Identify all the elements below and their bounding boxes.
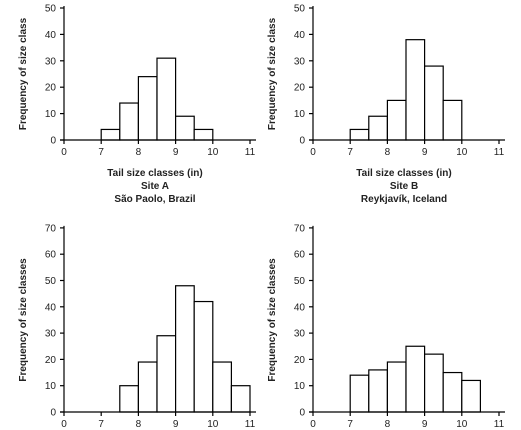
histogram-bar bbox=[461, 379, 481, 413]
y-tick-label: 50 bbox=[294, 276, 306, 287]
histogram-bar bbox=[212, 361, 233, 413]
x-tick-label: 9 bbox=[173, 419, 179, 430]
histogram-bar bbox=[405, 345, 426, 413]
x-tick-label: 8 bbox=[385, 419, 391, 430]
y-tick-label: 70 bbox=[45, 223, 57, 234]
histogram-bar bbox=[137, 361, 158, 413]
y-tick-label: 20 bbox=[45, 83, 57, 94]
y-tick-label: 60 bbox=[45, 250, 57, 261]
histogram-bar bbox=[349, 128, 370, 141]
y-tick-label: 40 bbox=[294, 30, 306, 41]
histogram-bar bbox=[175, 115, 195, 141]
histogram-bar bbox=[193, 300, 214, 413]
y-tick-label: 40 bbox=[45, 30, 57, 41]
y-tick-label: 0 bbox=[50, 408, 56, 419]
y-axis-label: Frequency of size class bbox=[267, 17, 278, 130]
y-tick-label: 10 bbox=[45, 109, 57, 120]
histogram-bar bbox=[368, 115, 388, 141]
y-tick-label: 0 bbox=[299, 408, 305, 419]
site-label: Site A bbox=[141, 181, 169, 192]
histogram-bar bbox=[424, 353, 444, 413]
y-tick-label: 40 bbox=[294, 302, 306, 313]
x-tick-label: 9 bbox=[173, 147, 179, 158]
y-tick-label: 20 bbox=[45, 355, 57, 366]
y-tick-label: 60 bbox=[294, 250, 306, 261]
x-tick-label: 0 bbox=[61, 419, 67, 430]
x-tick-label: 10 bbox=[456, 147, 468, 158]
x-tick-label: 10 bbox=[456, 419, 468, 430]
histogram-bar bbox=[442, 371, 463, 413]
histogram-bar bbox=[119, 385, 140, 413]
y-tick-label: 30 bbox=[294, 56, 306, 67]
y-tick-label: 30 bbox=[294, 329, 306, 340]
y-tick-label: 10 bbox=[294, 109, 306, 120]
y-tick-label: 40 bbox=[45, 302, 57, 313]
x-tick-label: 7 bbox=[98, 147, 104, 158]
y-tick-label: 30 bbox=[45, 56, 57, 67]
histogram-bar bbox=[100, 128, 121, 141]
location-label: Reykjavík, Iceland bbox=[361, 194, 447, 205]
x-tick-label: 10 bbox=[207, 419, 219, 430]
histogram-site-a: 0 10 20 30 40 50 0 7 8 9 10 11 Frequency of size cla… bbox=[18, 4, 256, 205]
location-label: São Paolo, Brazil bbox=[114, 194, 195, 205]
x-tick-label: 7 bbox=[98, 419, 104, 430]
x-tick-label: 7 bbox=[347, 419, 353, 430]
x-tick-label: 0 bbox=[310, 419, 316, 430]
y-tick-label: 0 bbox=[50, 136, 56, 147]
y-axis-label: Frequency of size classes bbox=[267, 258, 278, 382]
x-tick-label: 11 bbox=[494, 419, 505, 430]
histogram-bar bbox=[349, 374, 370, 413]
x-tick-label: 8 bbox=[385, 147, 391, 158]
y-tick-label: 20 bbox=[294, 83, 306, 94]
histogram-bar bbox=[405, 39, 426, 141]
histogram-bar bbox=[156, 57, 177, 141]
y-tick-label: 50 bbox=[45, 276, 57, 287]
histogram-panel-c: 0 10 20 30 40 50 60 70 0 7 8 9 10 11 Frequency of size… bbox=[18, 223, 256, 430]
histogram-bar bbox=[230, 385, 251, 413]
histogram-bar bbox=[156, 335, 177, 413]
y-tick-label: 20 bbox=[294, 355, 306, 366]
x-tick-label: 8 bbox=[136, 419, 142, 430]
x-tick-label: 11 bbox=[245, 147, 256, 158]
x-tick-label: 11 bbox=[494, 147, 505, 158]
x-axis-label: Tail size classes (in) bbox=[107, 168, 202, 179]
site-label: Site B bbox=[390, 181, 418, 192]
y-tick-label: 30 bbox=[45, 329, 57, 340]
histogram-bar bbox=[386, 99, 407, 141]
histogram-bar bbox=[368, 369, 388, 413]
y-tick-label: 70 bbox=[294, 223, 306, 234]
x-tick-label: 11 bbox=[245, 419, 256, 430]
x-tick-label: 0 bbox=[310, 147, 316, 158]
x-tick-label: 9 bbox=[422, 147, 428, 158]
y-tick-label: 50 bbox=[45, 4, 57, 15]
histogram-bar bbox=[386, 361, 407, 413]
y-axis-label: Frequency of size class bbox=[18, 17, 29, 130]
histogram-bar bbox=[424, 65, 444, 141]
x-tick-label: 0 bbox=[61, 147, 67, 158]
histogram-bar bbox=[137, 76, 158, 141]
histogram-site-b: 0 10 20 30 40 50 0 7 8 9 10 11 Frequency of size cla… bbox=[267, 4, 505, 205]
histogram-bar bbox=[442, 99, 463, 141]
histogram-panel-d: 0 10 20 30 40 50 60 70 0 7 8 9 10 11 Frequency of size… bbox=[267, 223, 505, 430]
histogram-bar bbox=[119, 102, 140, 141]
y-axis-label: Frequency of size classes bbox=[18, 258, 29, 382]
y-tick-label: 10 bbox=[45, 381, 57, 392]
x-tick-label: 8 bbox=[136, 147, 142, 158]
y-tick-label: 50 bbox=[294, 4, 306, 15]
y-tick-label: 10 bbox=[294, 381, 306, 392]
y-tick-label: 0 bbox=[299, 136, 305, 147]
x-axis-label: Tail size classes (in) bbox=[356, 168, 451, 179]
histogram-bar bbox=[175, 285, 195, 413]
x-tick-label: 10 bbox=[207, 147, 219, 158]
histogram-bar bbox=[193, 128, 214, 141]
x-tick-label: 9 bbox=[422, 419, 428, 430]
x-tick-label: 7 bbox=[347, 147, 353, 158]
